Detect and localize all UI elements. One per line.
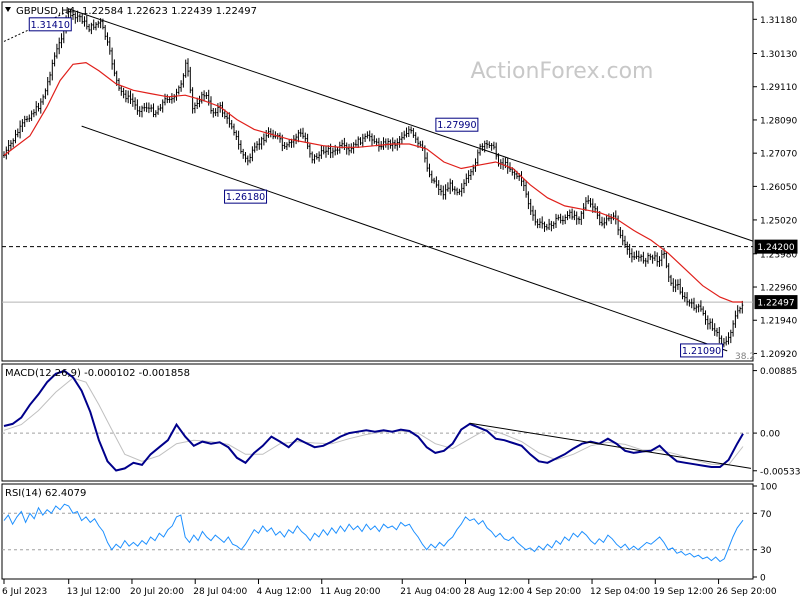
ohlc-label: 1.22584 1.22623 1.22439 1.22497	[82, 6, 257, 17]
rsi-tick-label: 70	[760, 510, 772, 520]
macd-pane-frame	[1, 363, 754, 482]
time-axis-ticks: 6 Jul 2023 13 Jul 12:00 20 Jul 20:00 28 Jul…	[2, 579, 777, 597]
triangle-down-icon	[5, 7, 11, 12]
annotation-box	[680, 343, 724, 358]
price-tick-label: 1.27070	[760, 150, 797, 160]
current-price-tag-label: 1.22497	[757, 299, 794, 309]
macd-tick-label: 0.00885	[760, 367, 797, 377]
rsi-line	[3, 503, 744, 563]
time-tick-label: 28 Aug 12:00	[464, 587, 525, 597]
fib-level-label: 38.2	[735, 352, 755, 362]
rsi-pane-frame	[1, 483, 754, 580]
rsi-title: RSI(14) 62.4079	[5, 488, 86, 499]
macd-line	[3, 369, 744, 472]
price-tick-label: 1.20920	[760, 350, 797, 360]
rsi-pane-content: 100 70 30 0	[2, 483, 777, 584]
macd-signal-line	[3, 377, 744, 466]
rsi-tick-label: 0	[760, 574, 766, 584]
time-tick-label: 21 Aug 04:00	[400, 587, 461, 597]
current-price-tag	[754, 295, 798, 310]
price-tick-label: 1.26050	[760, 183, 797, 193]
macd-trend-line	[469, 422, 752, 469]
price-tick-label: 1.23980	[760, 250, 797, 260]
price-tick-label: 1.25020	[760, 216, 797, 226]
time-tick-label: 19 Sep 12:00	[653, 587, 713, 597]
time-tick-label: 28 Jul 04:00	[193, 587, 247, 597]
macd-tick-label: -0.005334	[760, 467, 800, 477]
annotation-label: 1.31410	[31, 20, 70, 31]
time-tick-label: 4 Sep 20:00	[527, 587, 582, 597]
time-tick-label: 20 Jul 20:00	[130, 587, 184, 597]
time-tick-label: 4 Aug 12:00	[256, 587, 311, 597]
annotation-label: 1.21090	[682, 346, 721, 357]
time-tick-label: 11 Aug 20:00	[320, 587, 381, 597]
symbol-label: GBPUSD,H4	[16, 6, 75, 17]
price-tick-label: 1.21940	[760, 317, 797, 327]
level-price-tag	[754, 239, 798, 254]
moving-average-line	[3, 61, 743, 303]
watermark-text: ActionForex.com	[471, 59, 654, 84]
time-tick-label: 26 Sep 20:00	[717, 587, 777, 597]
rsi-tick-label: 100	[760, 483, 777, 493]
level-price-tag-label: 1.24200	[757, 243, 794, 253]
channel-upper-line	[68, 8, 754, 242]
time-tick-label: 13 Jul 12:00	[67, 587, 121, 597]
annotation-label: 1.27990	[437, 120, 476, 131]
price-tick-label: 1.28090	[760, 116, 797, 126]
rsi-tick-label: 30	[760, 546, 772, 556]
annotation-box	[224, 189, 268, 204]
macd-pane-content: 0.00885 0.00 -0.005334	[2, 367, 800, 477]
price-pane-content: 1.31410 1.27990 1.26180 1.21090 1.24200 1.224…	[2, 8, 798, 358]
macd-title: MACD(12,26,9) -0.000102 -0.001858	[5, 368, 190, 379]
macd-tick-label: 0.00	[760, 430, 780, 440]
price-pane-frame	[1, 1, 754, 362]
annotation-box	[435, 117, 479, 132]
price-tick-label: 1.31180	[760, 16, 797, 26]
price-tick-label: 1.29110	[760, 83, 797, 93]
time-tick-label: 6 Jul 2023	[2, 587, 47, 597]
price-pane-title: GBPUSD,H4 1.22584 1.22623 1.22439 1.2249…	[5, 6, 257, 17]
time-tick-label: 12 Sep 04:00	[590, 587, 650, 597]
annotation-box	[28, 17, 72, 32]
channel-lower-line	[81, 125, 728, 352]
price-axis-ticks: 1.31180 1.30130 1.29110 1.28090 1.27070 1.260…	[753, 16, 797, 360]
annotation-label: 1.26180	[226, 192, 265, 203]
price-tick-label: 1.22960	[760, 284, 797, 294]
price-tick-label: 1.30130	[760, 50, 797, 60]
